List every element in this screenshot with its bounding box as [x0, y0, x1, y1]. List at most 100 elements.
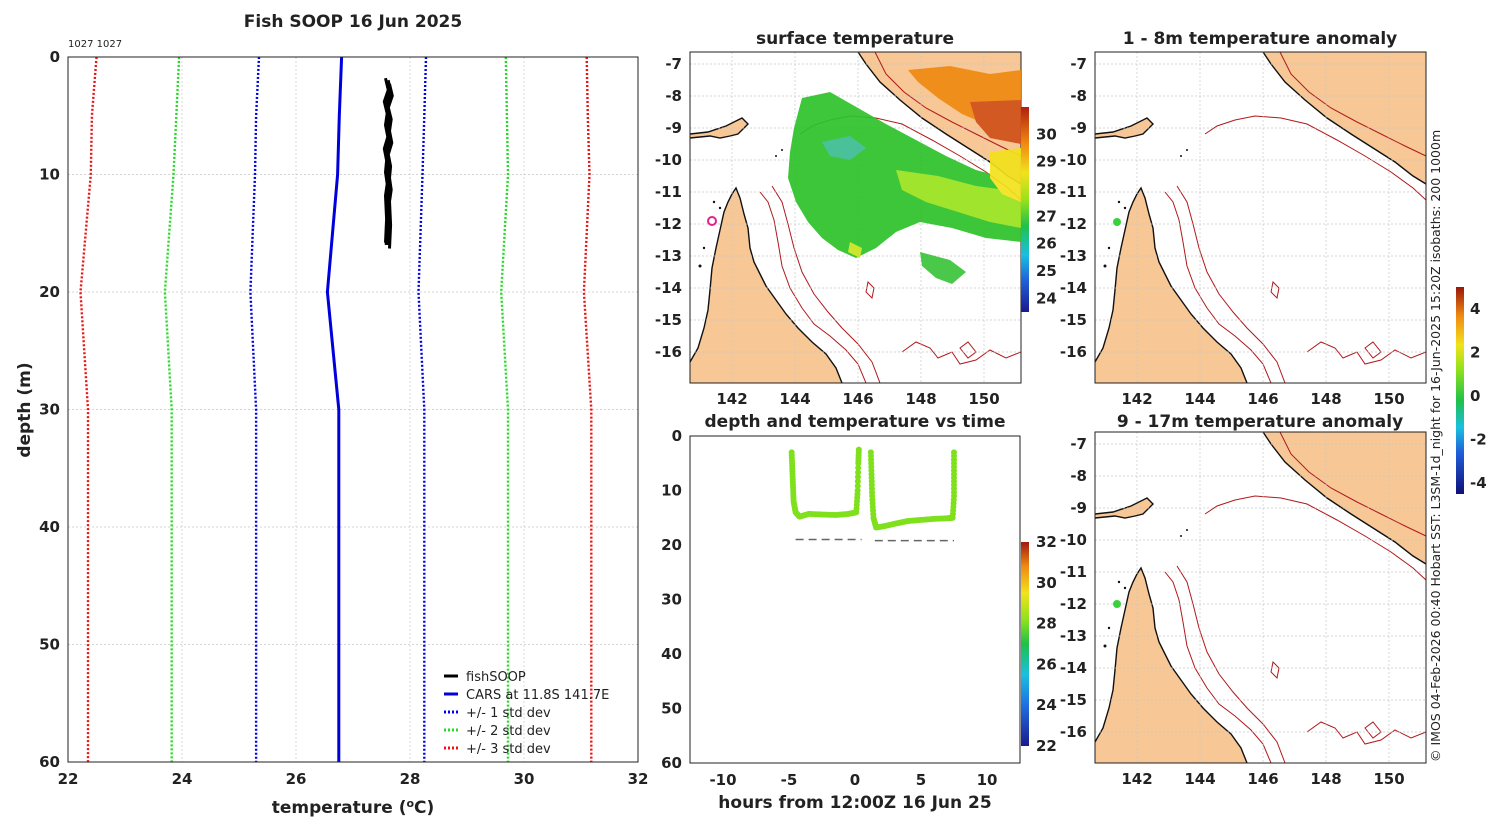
profile-series [79, 57, 593, 762]
map-lat-tick: -7 [665, 55, 682, 73]
map-lat-tick: -16 [1060, 723, 1087, 741]
anomaly-colorbar-tick: 4 [1470, 300, 1480, 318]
map-lat-tick: -8 [1070, 87, 1087, 105]
anomaly-colorbar [1456, 287, 1464, 494]
sst-colorbar [1021, 107, 1029, 312]
depth-time-ytick: 30 [661, 591, 682, 609]
profile-ticks: 22 24 26 28 30 32 0 10 20 30 40 50 60 [39, 48, 648, 788]
map-lat-tick: -10 [1060, 531, 1087, 549]
depth-time-panel: depth and temperature vs time -10 -5 0 5 10 0… [661, 412, 1057, 813]
map-lat-tick: -11 [1060, 563, 1087, 581]
map-lat-tick: -14 [1060, 659, 1087, 677]
map-lat-tick: -12 [655, 215, 682, 233]
depth-time-colorbar [1021, 542, 1029, 746]
std-line-low-3 [163, 57, 181, 762]
depth-time-point [951, 449, 957, 456]
map-lat-tick: -7 [1070, 435, 1087, 453]
map-tick-labels: -7 -8 -9 -10 -11 -12 -13 -14 -15 -16 142 144 146 148 1… [655, 55, 1405, 788]
profile-panel: Fish SOOP 16 Jun 2025 1027 1027 22 24 26 28… [15, 12, 648, 818]
map-lat-tick: -16 [655, 343, 682, 361]
legend-label: +/- 2 std dev [466, 724, 551, 739]
map-lon-tick: 150 [968, 390, 999, 408]
anomaly-colorbar-ticks: -4 -2 0 2 4 [1470, 300, 1487, 492]
depth-time-ytick: 50 [661, 700, 682, 718]
fishsoop-profile-3 [382, 77, 390, 243]
anomaly-map-1 [1094, 51, 1427, 384]
map-lat-tick: -10 [655, 151, 682, 169]
legend-label: CARS at 11.8S 141.7E [466, 688, 609, 703]
sst-colorbar-tick: 28 [1036, 180, 1057, 198]
sst-colorbar-tick: 30 [1036, 125, 1057, 143]
profile-axes-frame [67, 56, 639, 763]
anomaly-colorbar-tick: -4 [1470, 474, 1487, 492]
depth-time-point [854, 478, 861, 485]
depth-time-title: depth and temperature vs time [705, 412, 1006, 432]
map-lat-tick: -15 [1060, 311, 1087, 329]
sst-colorbar-tick: 25 [1036, 262, 1057, 280]
depth-time-xtick: 5 [916, 771, 926, 789]
depth-time-point [854, 482, 861, 489]
depth-time-colorbar-tick: 28 [1036, 615, 1057, 633]
map-lat-tick: -8 [1070, 467, 1087, 485]
legend-label: +/- 3 std dev [466, 742, 551, 757]
map-lat-tick: -15 [655, 311, 682, 329]
ship-position-marker [707, 216, 717, 226]
map-lon-tick: 146 [842, 390, 873, 408]
depth-time-point [855, 464, 862, 471]
anomaly-map-2-panel: 9 - 17m temperature anomaly [1094, 412, 1427, 764]
anomaly-1-track-marker [1113, 218, 1121, 226]
sst-colorbar-tick: 24 [1036, 289, 1057, 307]
std-line-high-2 [417, 57, 428, 762]
map-lon-tick: 146 [1247, 770, 1278, 788]
depth-time-xlabel: hours from 12:00Z 16 Jun 25 [718, 793, 991, 813]
map-lat-tick: -13 [1060, 627, 1087, 645]
anomaly-map-1-title: 1 - 8m temperature anomaly [1123, 29, 1398, 49]
depth-time-colorbar-tick: 32 [1036, 533, 1057, 551]
map-lon-tick: 146 [1247, 390, 1278, 408]
depth-time-ytick: 0 [672, 427, 682, 445]
map-lon-tick: 148 [905, 390, 936, 408]
depth-time-series [788, 446, 957, 542]
profile-xtick: 22 [58, 770, 79, 788]
profile-xtick: 32 [628, 770, 649, 788]
depth-time-xtick: -5 [781, 771, 798, 789]
map-lat-tick: -9 [1070, 499, 1087, 517]
map-lon-tick: 148 [1310, 390, 1341, 408]
depth-time-xtick: 10 [977, 771, 998, 789]
map-lon-tick: 144 [1184, 770, 1215, 788]
depth-time-xtick: 0 [850, 771, 860, 789]
map-lat-tick: -13 [1060, 247, 1087, 265]
depth-time-axes-frame [689, 435, 1021, 764]
anomaly-2-track-marker [1113, 600, 1121, 608]
sst-map [689, 51, 1022, 384]
sst-map-title: surface temperature [756, 29, 954, 49]
std-line-low-4 [79, 57, 98, 762]
credit-text: © IMOS 04-Feb-2026 00:40 Hobart SST: L3S… [1428, 130, 1443, 762]
map-lon-tick: 150 [1373, 770, 1404, 788]
map-lat-tick: -11 [655, 183, 682, 201]
map-lat-tick: -12 [1060, 215, 1087, 233]
map-lat-tick: -7 [1070, 55, 1087, 73]
profile-legend: fishSOOP CARS at 11.8S 141.7E +/- 1 std de… [444, 670, 609, 757]
anomaly-colorbar-tick: 0 [1470, 387, 1480, 405]
profile-xtick: 24 [172, 770, 193, 788]
map-lon-tick: 142 [1121, 770, 1152, 788]
depth-time-point [855, 469, 862, 476]
profile-title: Fish SOOP 16 Jun 2025 [244, 12, 462, 32]
anomaly-colorbar-tick: 2 [1470, 343, 1480, 361]
depth-time-colorbar-tick: 30 [1036, 574, 1057, 592]
legend-label: fishSOOP [466, 670, 526, 685]
sst-field [788, 66, 1021, 284]
map-lon-tick: 150 [1373, 390, 1404, 408]
std-line-high-3 [499, 57, 510, 762]
profile-ytick: 30 [39, 401, 60, 419]
profile-id-label: 1027 1027 [68, 39, 122, 50]
depth-time-ytick: 10 [661, 482, 682, 500]
map-lat-tick: -9 [1070, 119, 1087, 137]
depth-time-ytick: 40 [661, 645, 682, 663]
map-lat-tick: -14 [655, 279, 682, 297]
sst-colorbar-tick: 29 [1036, 153, 1057, 171]
depth-time-colorbar-tick: 24 [1036, 696, 1057, 714]
profile-ytick: 10 [39, 166, 60, 184]
anomaly-colorbar-tick: -2 [1470, 431, 1487, 449]
